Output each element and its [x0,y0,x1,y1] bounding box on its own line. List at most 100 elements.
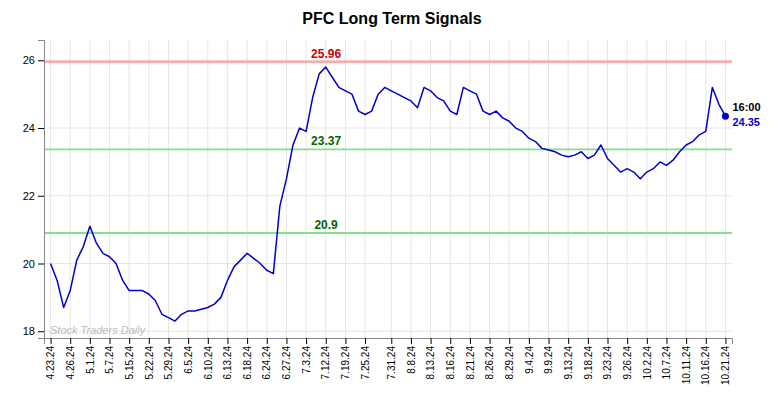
grid-line [587,40,588,338]
tick-mark [549,338,550,344]
tick-mark [490,338,491,344]
x-tick-label: 7.12.24 [320,346,331,380]
x-tick: 5.22.24 [144,338,155,379]
grid-line [44,195,732,196]
grid-line [207,40,208,338]
x-tick: 8.29.24 [504,338,515,379]
tick-mark [227,338,228,344]
tick-mark [345,338,346,344]
x-tick-label: 6.18.24 [242,346,253,380]
grid-line [391,40,392,338]
grid-line [430,40,431,338]
x-tick-label: 6.24.24 [261,346,272,380]
grid-line [450,40,451,338]
grid-line [568,40,569,338]
x-tick: 10.16.24 [700,338,711,385]
x-tick: 6.24.24 [261,338,272,379]
x-tick: 6.27.24 [281,338,292,379]
plot: 4.23.244.26.245.1.245.7.245.15.245.22.24… [23,40,761,385]
x-tick: 8.26.24 [484,338,495,379]
x-tick-label: 10.11.24 [681,346,692,385]
x-tick: 6.18.24 [242,338,253,379]
grid [44,40,732,338]
x-tick: 9.26.24 [622,338,633,379]
grid-line [489,40,490,338]
tick-mark [666,338,667,344]
tick-mark [208,338,209,344]
grid-line [89,40,90,338]
x-tick-label: 6.27.24 [281,346,292,380]
x-tick-label: 8.16.24 [445,346,456,380]
grid-line [168,40,169,338]
x-tick-label: 8.26.24 [484,346,495,380]
tick-mark [70,338,71,344]
tick-mark [38,331,44,332]
y-tick: 20 [23,258,44,270]
x-tick: 8.13.24 [425,338,436,379]
x-tick-label: 9.13.24 [563,346,574,380]
tick-mark [168,338,169,344]
x-tick-label: 10.2.24 [642,346,653,380]
x-tick-label: 10.21.24 [720,346,731,385]
x-tick: 8.8.24 [406,338,417,374]
tick-mark [188,338,189,344]
x-tick-label: 7.19.24 [340,346,351,380]
grid-line [607,40,608,338]
x-tick-label: 4.23.24 [45,346,56,380]
x-tick: 9.23.24 [602,338,613,379]
reference-line [44,148,732,150]
tick-mark [38,264,44,265]
last-price-label: 24.35 [732,116,760,128]
tick-mark [38,196,44,197]
watermark: Stock Traders Daily [50,324,147,336]
y-axis: 18 20 22 24 26 [23,41,45,339]
x-tick-label: 5.7.24 [104,346,115,374]
reference-line [44,60,732,63]
grid-line [725,40,726,338]
grid-line [44,263,732,264]
x-tick-label: 6.5.24 [183,346,194,374]
y-tick: 18 [23,325,44,337]
x-tick: 9.4.24 [524,338,535,374]
tick-mark [647,338,648,344]
tick-mark [588,338,589,344]
reference-label: 25.96 [311,47,341,61]
grid-line [227,40,228,338]
y-tick-label: 18 [23,325,35,337]
tick-mark [38,128,44,129]
last-time-label: 16:00 [732,101,760,113]
tick-mark [450,338,451,344]
x-tick-label: 7.31.24 [386,346,397,380]
x-tick-label: 6.13.24 [222,346,233,380]
y-tick-label: 26 [23,54,35,66]
grid-line [469,40,470,338]
title: PFC Long Term Signals [302,10,481,27]
last-point [722,113,729,120]
x-tick: 6.13.24 [222,338,233,379]
x-tick-label: 10.16.24 [700,346,711,385]
reference-label: 20.9 [314,218,338,232]
y-tick-label: 20 [23,258,35,270]
y-tick-label: 24 [23,122,35,134]
x-tick-label: 7.25.24 [360,346,371,380]
x-tick: 5.15.24 [124,338,135,379]
tick-mark [326,338,327,344]
y-tick-label: 22 [23,190,35,202]
x-tick: 10.11.24 [681,338,692,384]
tick-mark [51,338,52,344]
tick-mark [509,338,510,344]
grid-line [509,40,510,338]
x-tick: 9.9.24 [543,338,554,374]
x-tick: 7.25.24 [360,338,371,379]
x-tick: 5.7.24 [104,338,115,374]
tick-mark [470,338,471,344]
grid-line [548,40,549,338]
tick-mark [686,338,687,344]
tick-mark [411,338,412,344]
x-tick: 7.19.24 [340,338,351,379]
grid-line [365,40,366,338]
grid-line [44,60,732,61]
tick-mark [706,338,707,344]
x-tick: 7.12.24 [320,338,331,379]
x-tick-label: 9.23.24 [602,346,613,380]
